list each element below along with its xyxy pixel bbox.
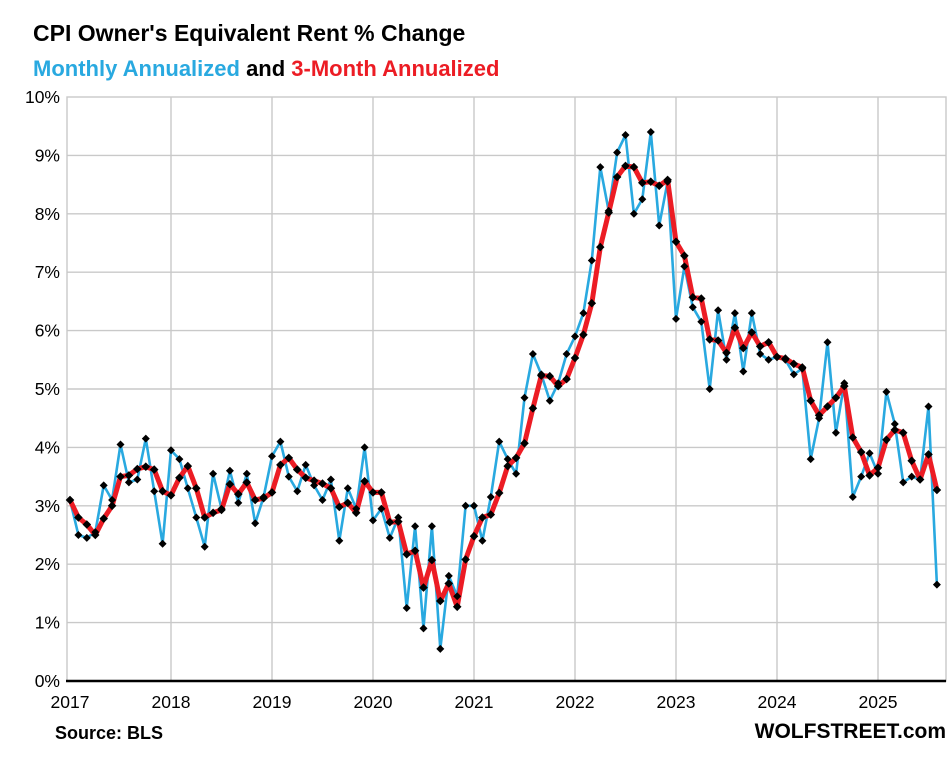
x-axis-tick-label: 2024 [758, 692, 797, 712]
legend-3-month-annualized: 3-Month Annualized [291, 56, 500, 81]
x-axis-tick-label: 2017 [51, 692, 90, 712]
y-axis-tick-label: 5% [35, 379, 60, 399]
chart-subtitle: Monthly Annualized and 3-Month Annualize… [33, 56, 499, 82]
y-axis-tick-label: 4% [35, 437, 60, 457]
x-axis-tick-label: 2019 [253, 692, 292, 712]
source-label: Source: BLS [55, 723, 164, 743]
x-axis-tick-label: 2023 [657, 692, 696, 712]
x-axis-tick-label: 2021 [455, 692, 494, 712]
x-axis-tick-label: 2025 [859, 692, 898, 712]
chart-title: CPI Owner's Equivalent Rent % Change [33, 20, 466, 46]
y-axis-tick-label: 7% [35, 262, 60, 282]
x-axis-tick-label: 2020 [354, 692, 393, 712]
x-axis-tick-label: 2022 [556, 692, 595, 712]
3-month-annualized-line [67, 163, 940, 610]
legend-monthly-annualized: Monthly Annualized [33, 56, 240, 81]
y-axis-tick-label: 8% [35, 204, 60, 224]
y-axis-tick-label: 0% [35, 671, 60, 691]
y-axis-tick-label: 10% [25, 87, 60, 107]
subtitle-and-text: and [239, 56, 292, 81]
3-month-annualized-markers [65, 161, 942, 612]
y-axis-tick-label: 9% [35, 145, 60, 165]
branding-label: WOLFSTREET.com [754, 720, 946, 743]
y-axis-tick-label: 3% [35, 496, 60, 516]
y-axis-tick-label: 6% [35, 321, 60, 341]
y-axis-tick-label: 2% [35, 554, 60, 574]
y-axis-tick-label: 1% [35, 613, 60, 633]
x-axis-tick-label: 2018 [152, 692, 191, 712]
